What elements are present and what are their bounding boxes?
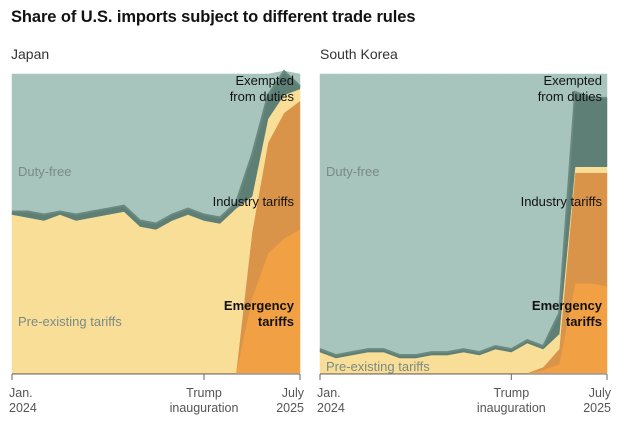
x-tick-label-2024-01: Jan. 2024 (317, 386, 345, 415)
series-label-duty-free: Duty-free (326, 164, 379, 179)
panel-japan: Jan. 2024 Trump inauguration July 2025 Emergen… (9, 69, 305, 415)
series-label-duty-free: Duty-free (18, 164, 71, 179)
x-tick-label-2025-07: July 2025 (276, 386, 305, 415)
series-label-pre-existing-tariffs: Pre-existing tariffs (326, 359, 430, 374)
series-label-industry-tariffs: Industry tariffs (213, 194, 295, 209)
series-label-pre-existing-tariffs: Pre-existing tariffs (18, 314, 122, 329)
series-label-exempted-from-duties: Exempted from duties (230, 73, 295, 104)
x-tick-label-2025-01: Trump inauguration (477, 386, 546, 415)
panel-south-korea: Jan. 2024 Trump inauguration July 2025 Emergen… (317, 73, 612, 415)
panel-title-south-korea: South Korea (320, 46, 398, 62)
watermark: @USA CHINA LIVE (503, 422, 614, 434)
x-tick-label-2024-01: Jan. 2024 (9, 386, 37, 415)
exempted-boundary-line (12, 69, 301, 225)
x-tick-label-2025-01: Trump inauguration (170, 386, 239, 415)
panel-title-japan: Japan (11, 46, 50, 62)
chart-title: Share of U.S. imports subject to differe… (11, 8, 416, 26)
series-label-emergency-tariffs: Emergency tariffs (224, 298, 295, 329)
series-label-exempted-from-duties: Exempted from duties (538, 73, 603, 104)
series-label-industry-tariffs: Industry tariffs (521, 194, 603, 209)
exempted-boundary-line (319, 90, 607, 357)
x-tick-label-2025-07: July 2025 (583, 386, 612, 415)
series-label-emergency-tariffs: Emergency tariffs (532, 298, 603, 329)
